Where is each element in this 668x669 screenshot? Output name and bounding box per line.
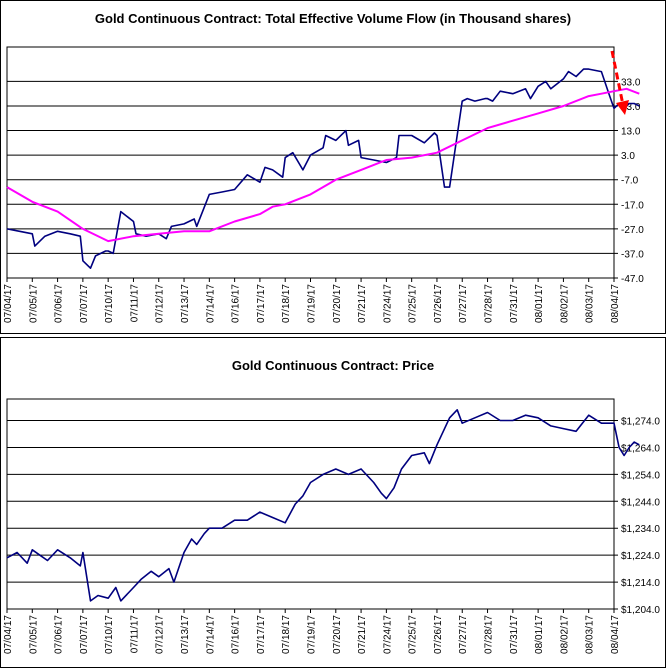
x-tick-label: 07/31/17 — [509, 615, 520, 654]
x-tick-label: 07/05/17 — [28, 284, 39, 323]
x-tick-label: 07/10/17 — [104, 615, 115, 654]
x-tick-label: 08/03/17 — [585, 284, 596, 323]
x-tick-label: 07/14/17 — [205, 284, 216, 323]
x-tick-label: 07/19/17 — [306, 284, 317, 323]
series-line-0 — [6, 68, 640, 270]
x-tick-label: 08/02/17 — [559, 615, 570, 654]
x-tick-label: 07/16/17 — [231, 284, 242, 323]
x-tick-label: 07/11/17 — [129, 615, 140, 654]
y-tick-label: 23.0 — [621, 102, 641, 113]
x-tick-label: 08/04/17 — [610, 284, 621, 323]
plot-area — [6, 46, 615, 279]
y-tick-label: $1,244.0 — [621, 497, 660, 508]
x-tick-label: 07/18/17 — [281, 284, 292, 323]
price-chart-title: Gold Continuous Contract: Price — [231, 358, 435, 373]
x-tick-label: 07/20/17 — [332, 284, 343, 323]
price-chart: $1,274.0 $1,264.0 $1,254.0 $1,244.0 $1,234.0… — [3, 398, 660, 654]
y-tick-label: -17.0 — [621, 200, 644, 211]
x-tick-label: 07/27/17 — [458, 615, 469, 654]
y-tick-label: $1,224.0 — [621, 551, 660, 562]
trend-arrow-head — [616, 100, 629, 115]
x-tick-label: 07/26/17 — [433, 284, 444, 323]
x-tick-label: 07/07/17 — [79, 615, 90, 654]
x-tick-label: 07/21/17 — [357, 615, 368, 654]
y-tick-label: $1,234.0 — [621, 524, 660, 535]
x-tick-label: 07/07/17 — [79, 284, 90, 323]
y-tick-label: 3.0 — [621, 151, 635, 162]
x-tick-label: 07/21/17 — [357, 284, 368, 323]
x-tick-label: 07/04/17 — [3, 284, 14, 323]
x-tick-label: 07/17/17 — [256, 615, 267, 654]
x-tick-label: 07/10/17 — [104, 284, 115, 323]
volume-flow-chart-panel: Gold Continuous Contract: Total Effectiv… — [0, 0, 666, 334]
x-tick-label: 08/04/17 — [610, 615, 621, 654]
x-tick-label: 07/05/17 — [28, 615, 39, 654]
x-tick-label: 07/26/17 — [433, 615, 444, 654]
y-tick-label: -27.0 — [621, 225, 644, 236]
x-tick-label: 08/02/17 — [559, 284, 570, 323]
volume-flow-chart-title: Gold Continuous Contract: Total Effectiv… — [94, 11, 572, 26]
plot-area — [6, 398, 615, 610]
x-tick-label: 07/20/17 — [332, 615, 343, 654]
y-tick-label: $1,214.0 — [621, 578, 660, 589]
x-tick-label: 07/25/17 — [408, 284, 419, 323]
y-tick-label: -37.0 — [621, 249, 644, 260]
x-tick-label: 07/28/17 — [484, 615, 495, 654]
y-tick-label: $1,264.0 — [621, 443, 660, 454]
x-tick-label: 07/16/17 — [231, 615, 242, 654]
x-tick-label: 07/18/17 — [281, 615, 292, 654]
x-tick-label: 07/12/17 — [155, 284, 166, 323]
x-tick-label: 07/31/17 — [509, 284, 520, 323]
x-tick-label: 07/11/17 — [129, 284, 140, 323]
x-tick-label: 07/28/17 — [484, 284, 495, 323]
x-tick-label: 07/25/17 — [408, 615, 419, 654]
y-tick-label: 33.0 — [621, 77, 641, 88]
y-tick-label: -7.0 — [621, 176, 639, 187]
x-tick-label: 07/12/17 — [155, 615, 166, 654]
series-line-0 — [6, 409, 640, 602]
y-tick-label: $1,274.0 — [621, 417, 660, 428]
volume-flow-chart: 33.023.013.03.0-7.0-17.0-27.0-37.0-47.00… — [3, 46, 644, 323]
trend-arrow-shaft — [610, 50, 625, 106]
price-chart-panel: Gold Continuous Contract: Price $1,274.0… — [0, 337, 666, 668]
x-tick-label: 08/03/17 — [585, 615, 596, 654]
x-tick-label: 07/04/17 — [3, 615, 14, 654]
x-tick-label: 07/24/17 — [382, 615, 393, 654]
series-line-1 — [6, 87, 640, 243]
y-tick-label: -47.0 — [621, 274, 644, 285]
x-tick-label: 07/13/17 — [180, 284, 191, 323]
x-tick-label: 07/19/17 — [306, 615, 317, 654]
x-tick-label: 07/27/17 — [458, 284, 469, 323]
y-tick-label: 13.0 — [621, 127, 641, 138]
x-tick-label: 08/01/17 — [534, 615, 545, 654]
x-tick-label: 07/06/17 — [54, 615, 65, 654]
x-tick-label: 07/13/17 — [180, 615, 191, 654]
x-tick-label: 07/17/17 — [256, 284, 267, 323]
y-tick-label: $1,204.0 — [621, 605, 660, 616]
x-tick-label: 07/06/17 — [54, 284, 65, 323]
x-tick-label: 08/01/17 — [534, 284, 545, 323]
x-tick-label: 07/14/17 — [205, 615, 216, 654]
y-tick-label: $1,254.0 — [621, 470, 660, 481]
x-tick-label: 07/24/17 — [382, 284, 393, 323]
